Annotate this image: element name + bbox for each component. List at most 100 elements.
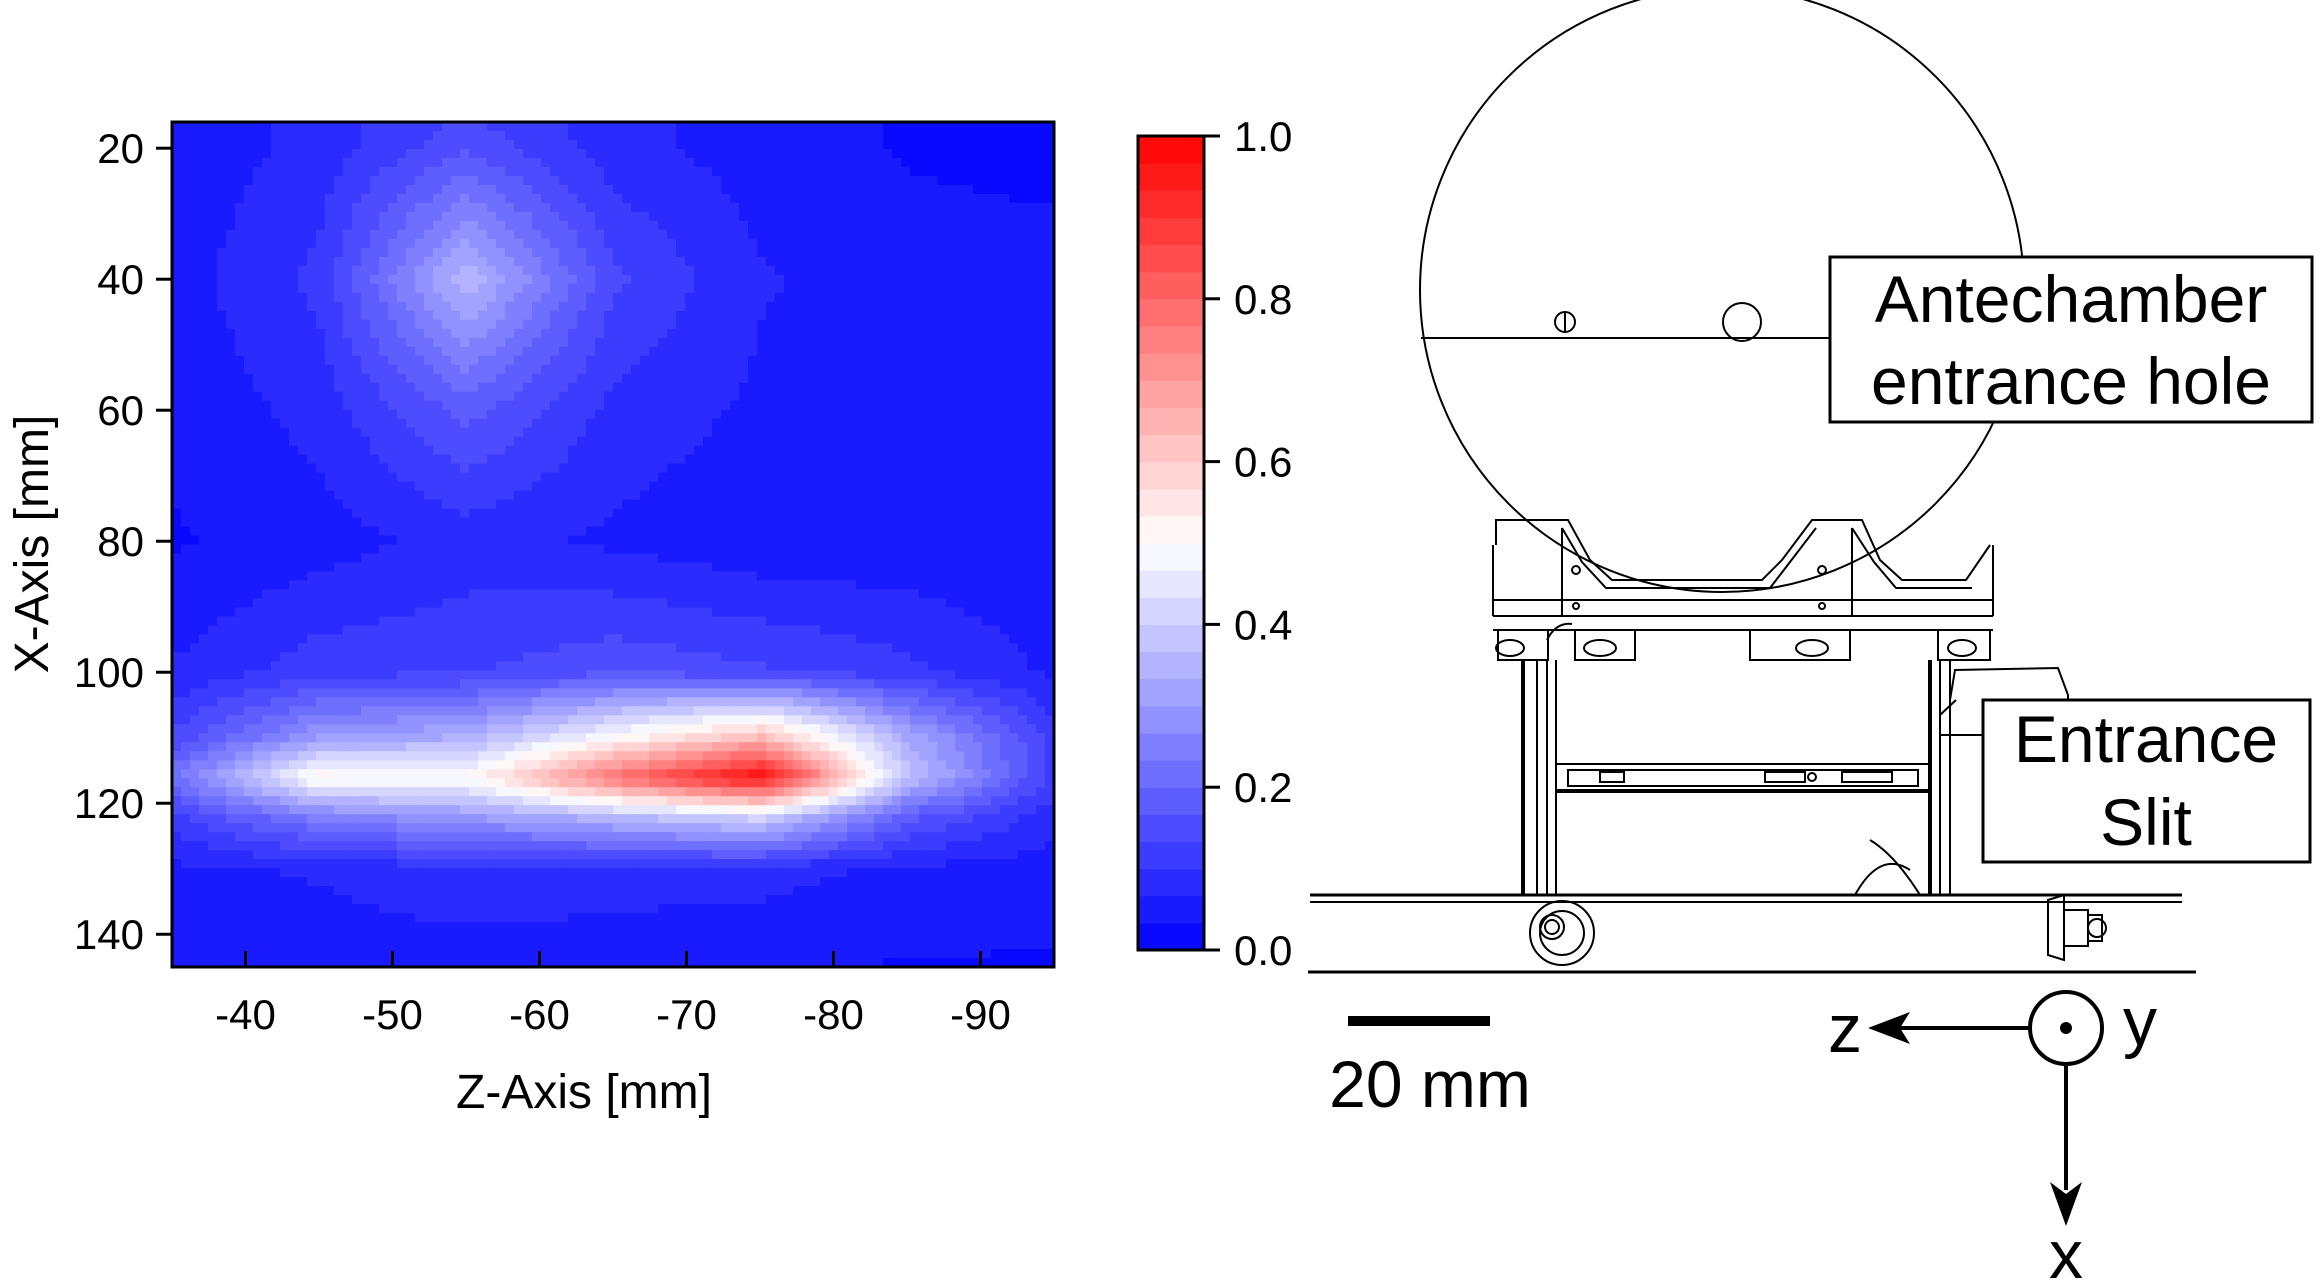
- heatmap-cell: [226, 193, 236, 204]
- heatmap-cell: [451, 562, 461, 573]
- heatmap-cell: [1036, 265, 1046, 276]
- heatmap-cell: [307, 544, 317, 555]
- heatmap-cell: [640, 166, 650, 177]
- heatmap-cell: [577, 409, 587, 420]
- heatmap-cell: [775, 211, 785, 222]
- heatmap-cell: [577, 490, 587, 501]
- heatmap-cell: [244, 382, 254, 393]
- heatmap-cell: [307, 256, 317, 267]
- heatmap-cell: [478, 337, 488, 348]
- heatmap-cell: [370, 526, 380, 537]
- heatmap-cell: [181, 418, 191, 429]
- heatmap-cell: [892, 391, 902, 402]
- heatmap-cell: [694, 481, 704, 492]
- heatmap-cell: [370, 553, 380, 564]
- heatmap-cell: [820, 157, 830, 168]
- heatmap-cell: [217, 418, 227, 429]
- heatmap-cell: [784, 490, 794, 501]
- heatmap-cell: [1018, 571, 1028, 582]
- heatmap-cell: [181, 436, 191, 447]
- heatmap-cell: [757, 211, 767, 222]
- heatmap-cell: [523, 427, 533, 438]
- heatmap-cell: [442, 274, 452, 285]
- heatmap-cell: [640, 382, 650, 393]
- heatmap-cell: [721, 238, 731, 249]
- heatmap-cell: [793, 445, 803, 456]
- heatmap-cell: [667, 319, 677, 330]
- heatmap-cell: [622, 274, 632, 285]
- heatmap-cell: [973, 202, 983, 213]
- heatmap-cell: [577, 463, 587, 474]
- heatmap-cell: [1027, 175, 1037, 186]
- heatmap-cell: [415, 454, 425, 465]
- heatmap-cell: [289, 490, 299, 501]
- heatmap-cell: [316, 283, 326, 294]
- heatmap-cell: [829, 535, 839, 546]
- heatmap-cell: [685, 256, 695, 267]
- heatmap-cell: [271, 301, 281, 312]
- heatmap-cell: [793, 382, 803, 393]
- heatmap-cell: [712, 175, 722, 186]
- heatmap-cell: [352, 382, 362, 393]
- heatmap-cell: [694, 122, 704, 132]
- heatmap-cell: [244, 517, 254, 528]
- heatmap-cell: [307, 463, 317, 474]
- heatmap-cell: [334, 148, 344, 159]
- heatmap-cell: [1036, 355, 1046, 366]
- heatmap-cell: [1036, 391, 1046, 402]
- heatmap-cell: [883, 122, 893, 132]
- heatmap-cell: [595, 292, 605, 303]
- heatmap-cell: [406, 562, 416, 573]
- heatmap-cell: [775, 229, 785, 240]
- heatmap-cell: [739, 562, 749, 573]
- heatmap-cell: [244, 130, 254, 141]
- heatmap-cell: [442, 481, 452, 492]
- heatmap-cell: [1009, 490, 1019, 501]
- heatmap-cell: [631, 463, 641, 474]
- heatmap-cell: [397, 418, 407, 429]
- heatmap-cell: [757, 310, 767, 321]
- heatmap-cell: [244, 553, 254, 564]
- heatmap-cell: [955, 445, 965, 456]
- heatmap-cell: [865, 175, 875, 186]
- heatmap-cell: [307, 202, 317, 213]
- heatmap-cell: [748, 139, 758, 150]
- heatmap-cell: [523, 571, 533, 582]
- heatmap-cell: [532, 526, 542, 537]
- heatmap-cell: [883, 274, 893, 285]
- heatmap-cell: [586, 454, 596, 465]
- heatmap-cell: [838, 157, 848, 168]
- heatmap-cell: [298, 355, 308, 366]
- heatmap-cell: [685, 130, 695, 141]
- heatmap-cell: [1045, 238, 1055, 249]
- heatmap-cell: [910, 265, 920, 276]
- heatmap-cell: [856, 175, 866, 186]
- heatmap-cell: [703, 229, 713, 240]
- heatmap-cell: [370, 436, 380, 447]
- heatmap-cell: [802, 409, 812, 420]
- heatmap-cell: [415, 346, 425, 357]
- heatmap-cell: [775, 175, 785, 186]
- heatmap-cell: [190, 193, 200, 204]
- heatmap-cell: [559, 562, 569, 573]
- heatmap-cell: [766, 472, 776, 483]
- heatmap-cell: [478, 211, 488, 222]
- heatmap-cell: [379, 301, 389, 312]
- heatmap-cell: [658, 481, 668, 492]
- heatmap-cell: [541, 517, 551, 528]
- heatmap-cell: [244, 508, 254, 519]
- heatmap-cell: [1009, 463, 1019, 474]
- heatmap-cell: [793, 499, 803, 510]
- heatmap-cell: [253, 373, 263, 384]
- heatmap-cell: [802, 490, 812, 501]
- heatmap-cell: [604, 301, 614, 312]
- heatmap-cell: [712, 391, 722, 402]
- heatmap-cell: [280, 553, 290, 564]
- heatmap-cell: [604, 346, 614, 357]
- heatmap-cell: [217, 355, 227, 366]
- heatmap-cell: [946, 553, 956, 564]
- heatmap-cell: [973, 418, 983, 429]
- heatmap-cell: [865, 391, 875, 402]
- heatmap-cell: [262, 481, 272, 492]
- heatmap-cell: [478, 409, 488, 420]
